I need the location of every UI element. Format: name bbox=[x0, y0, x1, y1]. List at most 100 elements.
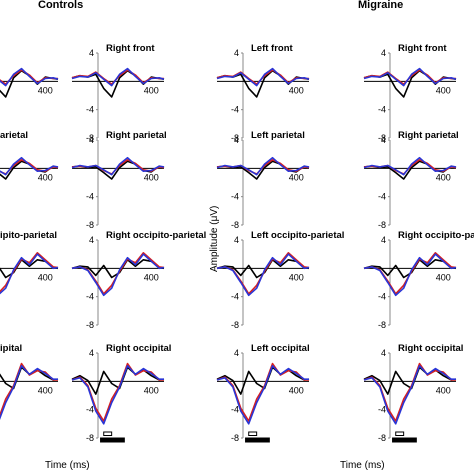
panel-r3-c0: 400 ipital bbox=[0, 343, 59, 420]
y-tick-label: -8 bbox=[378, 433, 386, 443]
x-tick-label: 400 bbox=[144, 272, 159, 282]
panel-r0-c1: 4 -4 -8 400 Right front bbox=[71, 43, 165, 143]
y-tick-label: -8 bbox=[86, 433, 94, 443]
trace-blue bbox=[71, 253, 165, 297]
y-tick-label: -8 bbox=[86, 220, 94, 230]
x-tick-label: 400 bbox=[144, 85, 159, 95]
y-tick-label: -8 bbox=[378, 220, 386, 230]
x-axis-label-migraine: Time (ms) bbox=[340, 460, 385, 471]
panel-title: Right occipito-parietal bbox=[398, 230, 474, 241]
x-tick-label: 400 bbox=[289, 272, 304, 282]
significance-bar-open bbox=[395, 431, 405, 436]
y-tick-label: -8 bbox=[231, 433, 239, 443]
panel-title: arietal bbox=[0, 130, 28, 141]
panel-title: Right front bbox=[398, 43, 447, 54]
x-tick-label: 400 bbox=[289, 85, 304, 95]
panel-r1-c0: 400 arietal bbox=[0, 130, 59, 182]
group-label-controls: Controls bbox=[38, 0, 83, 11]
panel-r0-c0: 400 bbox=[0, 67, 59, 98]
x-tick-label: 400 bbox=[38, 272, 53, 282]
x-tick-label: 400 bbox=[436, 172, 451, 182]
panel-r3-c1: 4 -4 -8 400 Right occipital bbox=[71, 343, 171, 443]
y-tick-label: 4 bbox=[381, 348, 386, 358]
trace-blue bbox=[363, 253, 457, 297]
y-tick-label: -4 bbox=[378, 192, 386, 202]
y-tick-label: 4 bbox=[381, 235, 386, 245]
y-tick-label: -8 bbox=[231, 133, 239, 143]
panel-title: Right occipital bbox=[398, 343, 463, 354]
panel-title: Right parietal bbox=[106, 130, 167, 141]
panel-r0-c2: 4 -4 -8 400 Left front bbox=[216, 43, 310, 143]
panel-title: ipito-parietal bbox=[0, 230, 57, 241]
panel-title: Right front bbox=[106, 43, 155, 54]
y-tick-label: 4 bbox=[381, 48, 386, 58]
trace-blue bbox=[0, 253, 59, 295]
panel-r1-c3: 4 -4 -8 400 Right parietal bbox=[363, 130, 459, 230]
x-tick-label: 400 bbox=[38, 85, 53, 95]
y-tick-label: 4 bbox=[234, 235, 239, 245]
significance-bar-open bbox=[248, 431, 258, 436]
y-tick-label: -4 bbox=[231, 292, 239, 302]
y-tick-label: 4 bbox=[234, 48, 239, 58]
y-tick-label: 4 bbox=[234, 135, 239, 145]
y-tick-label: -4 bbox=[378, 405, 386, 415]
y-tick-label: -8 bbox=[86, 320, 94, 330]
trace-blue bbox=[363, 156, 457, 176]
x-axis-label-controls: Time (ms) bbox=[45, 460, 90, 471]
trace-blue bbox=[0, 156, 59, 176]
y-tick-label: 4 bbox=[89, 235, 94, 245]
significance-bar-filled bbox=[392, 437, 417, 443]
y-tick-label: -4 bbox=[231, 192, 239, 202]
panel-title: Right parietal bbox=[398, 130, 459, 141]
y-tick-label: -4 bbox=[86, 105, 94, 115]
x-tick-label: 400 bbox=[38, 172, 53, 182]
trace-blue bbox=[216, 67, 310, 87]
y-tick-label: -8 bbox=[378, 320, 386, 330]
panel-title: ipital bbox=[0, 343, 22, 354]
panel-r2-c0: 400 ipito-parietal bbox=[0, 230, 59, 295]
trace-blue bbox=[71, 156, 165, 176]
panel-r1-c2: 4 -4 -8 400 Left parietal bbox=[216, 130, 310, 230]
y-tick-label: -4 bbox=[86, 292, 94, 302]
y-tick-label: 4 bbox=[234, 348, 239, 358]
panel-title: Left occipito-parietal bbox=[251, 230, 344, 241]
x-tick-label: 400 bbox=[144, 172, 159, 182]
y-tick-label: -8 bbox=[231, 220, 239, 230]
trace-blue bbox=[0, 67, 59, 87]
trace-blue bbox=[0, 364, 58, 420]
panel-title: Left parietal bbox=[251, 130, 305, 141]
y-tick-label: 4 bbox=[89, 48, 94, 58]
panel-title: Right occipital bbox=[106, 343, 171, 354]
significance-bar-filled bbox=[245, 437, 270, 443]
x-tick-label: 400 bbox=[38, 385, 53, 395]
panel-r3-c2: 4 -4 -8 400 Left occipital bbox=[216, 343, 310, 443]
panels: 400 4 -4 -8 400 Right front 4 -4 -8 400 Left front… bbox=[0, 43, 474, 443]
trace-blue bbox=[71, 67, 165, 87]
trace-blue bbox=[216, 156, 310, 176]
y-tick-label: -4 bbox=[231, 105, 239, 115]
panel-r2-c1: 4 -4 -8 400 Right occipito-parietal bbox=[71, 230, 206, 330]
panel-title: Right occipito-parietal bbox=[106, 230, 206, 241]
y-tick-label: -8 bbox=[378, 133, 386, 143]
significance-bar-open bbox=[103, 431, 113, 436]
y-tick-label: 4 bbox=[89, 135, 94, 145]
x-tick-label: 400 bbox=[436, 85, 451, 95]
panel-r0-c3: 4 -4 -8 400 Right front bbox=[363, 43, 457, 143]
trace-blue bbox=[363, 364, 456, 425]
x-tick-label: 400 bbox=[289, 172, 304, 182]
group-label-migraine: Migraine bbox=[358, 0, 403, 11]
trace-blue bbox=[216, 253, 310, 297]
y-tick-label: -8 bbox=[231, 320, 239, 330]
panel-r2-c3: 4 -4 -8 400 Right occipito-parietal bbox=[363, 230, 474, 330]
x-tick-label: 400 bbox=[144, 385, 159, 395]
x-tick-label: 400 bbox=[436, 272, 451, 282]
y-axis-label: Amplitude (μV) bbox=[209, 206, 220, 272]
trace-blue bbox=[363, 67, 457, 87]
y-tick-label: -4 bbox=[378, 292, 386, 302]
y-tick-label: -4 bbox=[86, 192, 94, 202]
significance-bar-filled bbox=[100, 437, 125, 443]
y-tick-label: -4 bbox=[231, 405, 239, 415]
y-tick-label: -4 bbox=[86, 405, 94, 415]
